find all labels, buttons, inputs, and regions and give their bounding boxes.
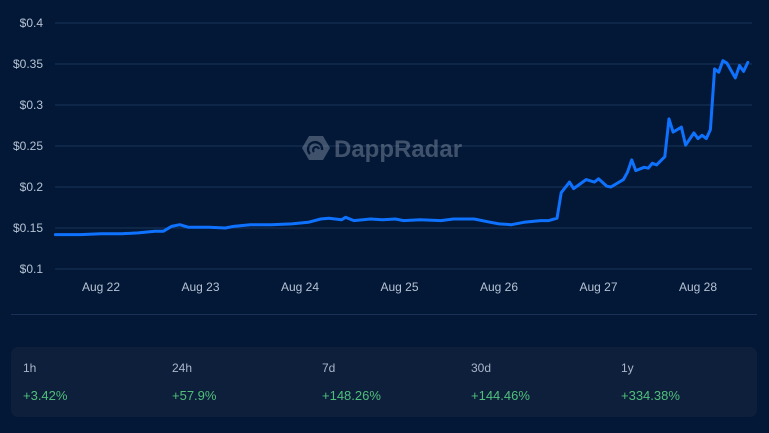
y-tick-label: $0.4 (20, 16, 44, 30)
dappradar-watermark: DappRadar (302, 136, 462, 163)
x-tick-label: Aug 22 (82, 280, 120, 294)
y-tick-label: $0.15 (13, 221, 43, 235)
dappradar-logo-icon (302, 136, 330, 160)
stat-label: 1y (621, 361, 634, 375)
price-line (53, 59, 750, 237)
x-tick-label: Aug 23 (181, 280, 219, 294)
x-tick-label: Aug 25 (380, 280, 418, 294)
stat-label: 30d (471, 361, 492, 375)
x-tick-label: Aug 27 (579, 280, 617, 294)
divider (11, 314, 757, 315)
price-chart: $0.1 $0.15 $0.2 $0.25 $0.3 $0.35 $0.4 Aug 22 Au… (13, 16, 752, 294)
y-tick-label: $0.25 (13, 139, 43, 153)
stat-label: 1h (23, 361, 37, 375)
y-tick-label: $0.2 (20, 180, 44, 194)
y-tick-label: $0.1 (20, 262, 44, 276)
x-tick-label: Aug 26 (480, 280, 518, 294)
stat-value: +148.26% (322, 388, 381, 403)
x-tick-label: Aug 24 (281, 280, 319, 294)
x-tick-label: Aug 28 (679, 280, 717, 294)
stat-value: +57.9% (172, 388, 217, 403)
y-tick-label: $0.35 (13, 57, 43, 71)
stat-value: +144.46% (471, 388, 530, 403)
stat-value: +334.38% (621, 388, 680, 403)
stat-label: 24h (172, 361, 193, 375)
stat-value: +3.42% (23, 388, 68, 403)
stat-label: 7d (322, 361, 336, 375)
y-tick-label: $0.3 (20, 98, 44, 112)
price-change-panel: 1h +3.42% 24h +57.9% 7d +148.26% 30d +14… (11, 347, 757, 417)
watermark-text: DappRadar (334, 136, 462, 163)
